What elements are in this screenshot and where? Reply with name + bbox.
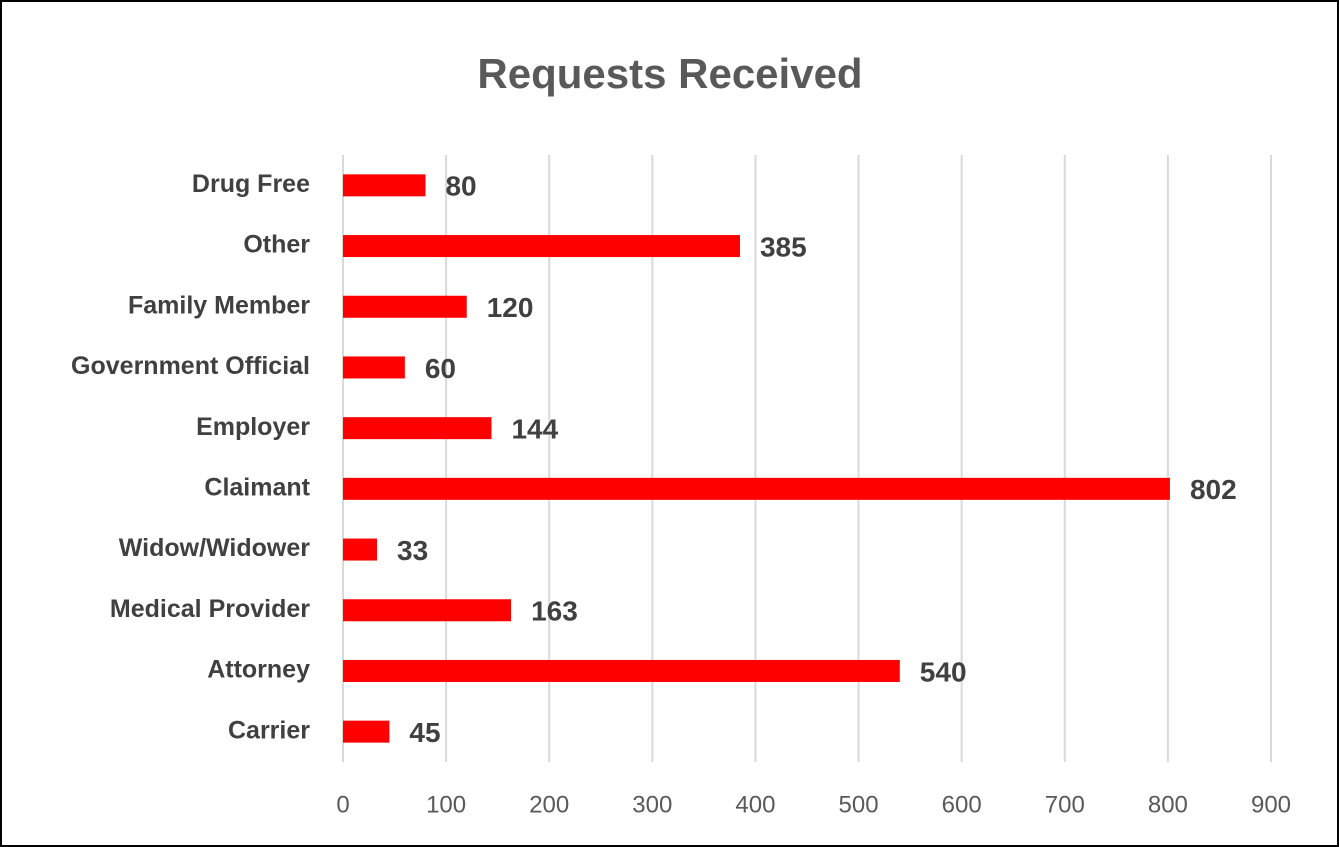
bar	[343, 417, 492, 440]
y-tick-label: Family Member	[128, 291, 310, 319]
data-label: 120	[487, 292, 534, 323]
y-tick-label: Government Official	[71, 352, 310, 380]
bar	[343, 235, 740, 258]
bar	[343, 659, 900, 682]
y-tick-label: Drug Free	[192, 170, 310, 198]
x-tick-label: 600	[942, 791, 982, 818]
bar	[343, 174, 426, 197]
y-tick-label: Other	[243, 231, 310, 259]
bar	[343, 720, 390, 743]
data-label: 385	[760, 231, 807, 262]
y-tick-label: Widow/Widower	[119, 534, 310, 562]
x-tick-label: 700	[1045, 791, 1085, 818]
x-tick-label: 400	[735, 791, 775, 818]
x-tick-label: 300	[632, 791, 672, 818]
bar	[343, 295, 467, 318]
data-label: 33	[397, 535, 428, 566]
bar	[343, 538, 378, 561]
bar	[343, 356, 405, 379]
data-label: 80	[445, 171, 476, 202]
y-tick-label: Attorney	[207, 656, 310, 684]
chart-title: Requests Received	[477, 50, 862, 97]
bar	[343, 477, 1170, 500]
x-tick-label: 500	[839, 791, 879, 818]
x-tick-label: 100	[426, 791, 466, 818]
x-tick-label: 800	[1148, 791, 1188, 818]
y-tick-label: Carrier	[228, 716, 310, 744]
bar	[343, 599, 512, 622]
x-tick-label: 0	[336, 791, 349, 818]
data-label: 144	[511, 414, 558, 445]
y-tick-label: Medical Provider	[110, 595, 310, 623]
data-label: 802	[1190, 474, 1237, 505]
x-tick-label: 900	[1251, 791, 1291, 818]
data-label: 60	[425, 353, 456, 384]
x-tick-label: 200	[529, 791, 569, 818]
y-tick-label: Claimant	[204, 473, 310, 501]
data-label: 163	[531, 596, 578, 627]
data-label: 45	[409, 717, 440, 748]
y-tick-label: Employer	[196, 413, 310, 441]
data-label: 540	[920, 656, 967, 687]
